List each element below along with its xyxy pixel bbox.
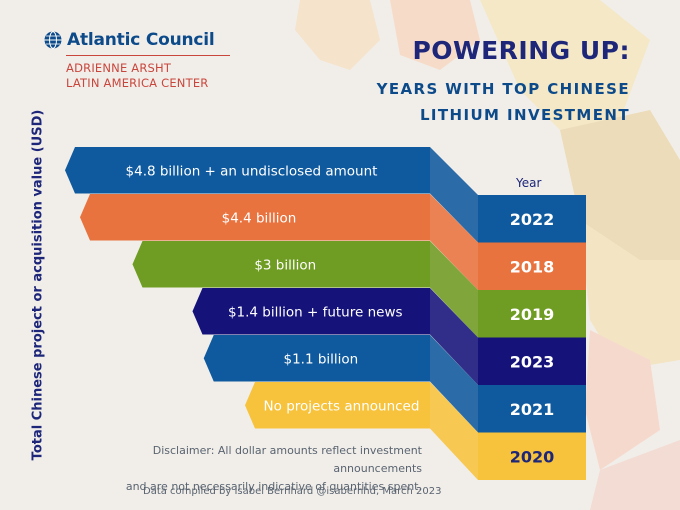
value-label: $4.8 billion + an undisclosed amount: [126, 163, 378, 179]
disclaimer-line1: Disclaimer: All dollar amounts reflect i…: [152, 444, 422, 475]
year-label: 2022: [510, 210, 555, 229]
ribbon-connector: [430, 194, 478, 290]
year-tab: [478, 337, 586, 385]
value-bar: [65, 147, 430, 194]
data-credit: Data compiled by Isabel Bernhard @isaber…: [143, 486, 442, 497]
year-label: 2019: [510, 305, 555, 324]
year-label: 2023: [510, 352, 555, 371]
year-tab: [478, 385, 586, 433]
value-bar: [203, 335, 430, 382]
year-column-header: Year: [516, 176, 542, 190]
ribbon-connector: [430, 241, 478, 338]
value-label: $1.4 billion + future news: [228, 304, 403, 320]
ribbon-connector: [430, 335, 478, 433]
year-tab: [478, 242, 586, 290]
ribbon-connector: [430, 382, 478, 480]
value-bar: [132, 241, 430, 288]
year-tab: [478, 432, 586, 480]
subtitle-line2: LITHIUM INVESTMENT: [419, 106, 630, 124]
subtitle-line1: YEARS WITH TOP CHINESE: [376, 80, 630, 98]
value-bar: [80, 194, 430, 241]
ribbon-connector: [430, 147, 478, 243]
center-name-line2: LATIN AMERICA CENTER: [66, 76, 209, 90]
disclaimer-line2: and are not necessarily indicative of qu…: [125, 480, 422, 493]
chart-subtitle: YEARS WITH TOP CHINESE LITHIUM INVESTMEN…: [377, 76, 630, 128]
year-tab: [478, 195, 586, 243]
disclaimer: Disclaimer: All dollar amounts reflect i…: [62, 442, 422, 496]
year-label: 2018: [510, 257, 555, 276]
value-bar: [245, 382, 430, 429]
year-label: 2020: [510, 447, 555, 466]
org-name: Atlantic Council: [67, 30, 215, 50]
year-tab: [478, 290, 586, 338]
logo-divider: [66, 55, 230, 56]
atlantic-council-logo: Atlantic Council ADRIENNE ARSHT LATIN AM…: [44, 30, 230, 91]
center-name-line1: ADRIENNE ARSHT: [66, 61, 172, 75]
globe-icon: [44, 31, 62, 49]
chart-title: POWERING UP:: [412, 36, 630, 65]
year-label: 2021: [510, 400, 555, 419]
value-label: $1.1 billion: [284, 351, 359, 367]
value-label: No projects announced: [264, 398, 420, 414]
value-bar: [192, 288, 430, 335]
value-label: $3 billion: [254, 257, 316, 273]
ribbon-connector: [430, 288, 478, 385]
value-label: $4.4 billion: [222, 210, 297, 226]
